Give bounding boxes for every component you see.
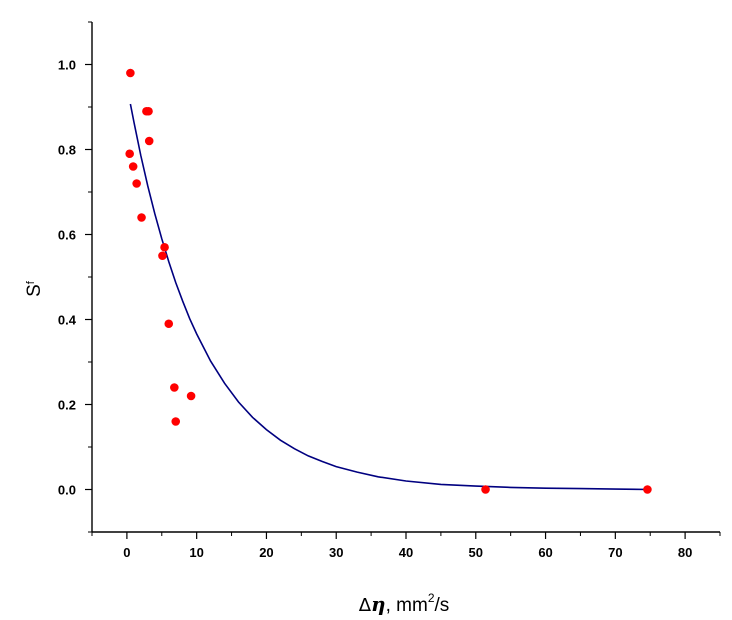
x-tick-label: 50 — [469, 545, 483, 560]
data-point — [126, 68, 135, 78]
data-point — [144, 136, 154, 146]
x-tick-label: 0 — [123, 545, 130, 560]
y-tick-label: 0.8 — [58, 143, 76, 158]
ticks: 0 10 20 30 40 50 60 70 80 0.0 0.2 0.4 0.6 0.8 1.0 — [58, 21, 721, 560]
y-axis-title-main: S — [24, 284, 45, 297]
x-tick-label: 10 — [189, 545, 203, 560]
y-axis-title-sub: f — [25, 280, 37, 284]
data-point — [158, 251, 167, 261]
data-point — [160, 242, 169, 252]
data-point — [128, 162, 138, 171]
data-point — [481, 485, 490, 494]
x-axis-title-sup: 2 — [428, 591, 435, 605]
data-point — [132, 179, 141, 188]
data-point — [170, 383, 179, 392]
y-tick-label: 0.6 — [58, 228, 76, 243]
x-tick-label: 20 — [259, 545, 273, 560]
x-tick-label: 60 — [538, 545, 552, 560]
data-point — [164, 319, 174, 329]
x-tick-label: 80 — [678, 545, 692, 560]
axes — [91, 22, 720, 533]
fit-curve-layer — [129, 103, 651, 491]
x-tick-label: 30 — [329, 545, 343, 560]
x-axis-title-unit: , mm — [386, 595, 428, 616]
data-point — [144, 106, 153, 116]
y-tick-label: 0.0 — [58, 483, 76, 498]
y-tick-label: 0.4 — [58, 313, 77, 328]
data-point — [137, 213, 146, 222]
fit-curve — [129, 103, 651, 491]
data-point — [125, 149, 134, 159]
x-tick-label: 70 — [608, 545, 622, 560]
y-tick-label: 1.0 — [58, 58, 76, 73]
x-tick-label: 40 — [399, 545, 413, 560]
data-point — [186, 391, 196, 401]
x-axis-title-eta: η — [371, 592, 386, 616]
data-point — [643, 485, 652, 494]
data-points-layer — [125, 68, 652, 494]
x-axis-title: Δη, mm2/s — [359, 591, 450, 616]
data-point — [171, 417, 181, 426]
y-tick-label: 0.2 — [58, 398, 76, 413]
y-axis-title: Sf — [24, 280, 45, 297]
x-axis-title-delta: Δ — [359, 595, 372, 616]
x-axis-title-tail: /s — [435, 595, 450, 616]
